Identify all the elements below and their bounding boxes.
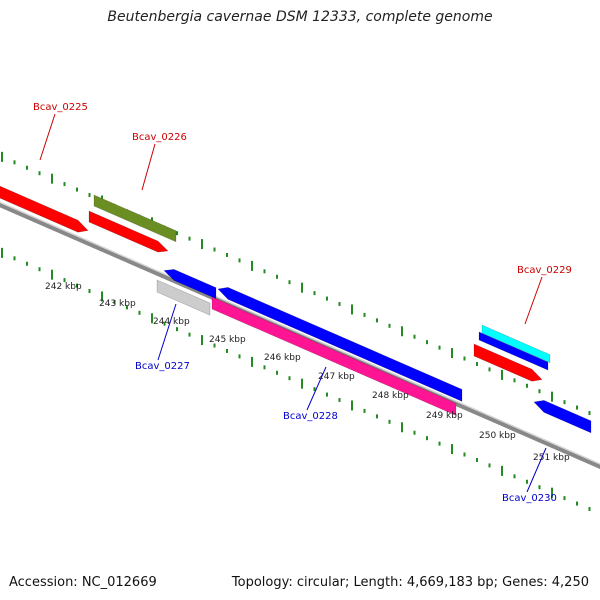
feature-olive-block xyxy=(93,194,177,243)
topology-label: Topology: circular; Length: 4,669,183 bp… xyxy=(231,575,589,590)
scale-labels: 242 kbp 243 kbp 244 kbp 245 kbp 246 kbp 247 k… xyxy=(45,282,570,463)
gene-label-leader xyxy=(526,447,547,493)
scale-label: 250 kbp xyxy=(479,431,516,441)
gene-label: Bcav_0227 xyxy=(135,361,190,372)
scale-label: 247 kbp xyxy=(318,372,355,382)
gene-labels: Bcav_0225 Bcav_0226 Bcav_0227 Bcav_0228 Bcav… xyxy=(33,102,572,504)
gene-label: Bcav_0229 xyxy=(517,265,572,276)
gene-label: Bcav_0230 xyxy=(502,493,557,504)
gene-bcav-0225-arrow xyxy=(0,185,89,233)
accession-label: Accession: NC_012669 xyxy=(9,575,157,590)
scale-label: 245 kbp xyxy=(209,335,246,345)
gene-label: Bcav_0225 xyxy=(33,102,88,113)
gene-bcav-0226-arrow xyxy=(88,210,169,253)
backbone-group xyxy=(0,201,600,469)
gene-bcav-0227-block xyxy=(156,279,211,316)
backbone-highlight xyxy=(0,201,600,465)
scale-label: 244 kbp xyxy=(153,317,190,327)
map-title: Beutenbergia cavernae DSM 12333, complet… xyxy=(107,9,493,25)
gene-bcav-0228-block xyxy=(211,296,457,416)
gene-label: Bcav_0228 xyxy=(283,411,338,422)
scale-label: 242 kbp xyxy=(45,282,82,292)
gene-label-leader xyxy=(306,366,327,411)
feature-tracks xyxy=(0,185,592,434)
gene-label-leader xyxy=(157,303,177,361)
gene-label-leader xyxy=(141,143,156,191)
feature-blue-block xyxy=(478,331,549,371)
gene-label: Bcav_0226 xyxy=(132,132,187,143)
scale-label: 251 kbp xyxy=(533,453,570,463)
gene-bcav-0229-arrow xyxy=(473,343,543,382)
gene-label-leader xyxy=(39,113,56,161)
gene-label-leader xyxy=(524,276,543,325)
scale-label: 246 kbp xyxy=(264,353,301,363)
reverse-gene-arrow xyxy=(163,269,217,300)
scale-label: 248 kbp xyxy=(372,391,409,401)
gene-bcav-0230-arrow xyxy=(533,400,592,434)
reverse-gene-long-arrow xyxy=(217,287,463,402)
scale-label: 249 kbp xyxy=(426,411,463,421)
scale-label: 243 kbp xyxy=(99,299,136,309)
feature-cyan-block xyxy=(481,324,551,364)
